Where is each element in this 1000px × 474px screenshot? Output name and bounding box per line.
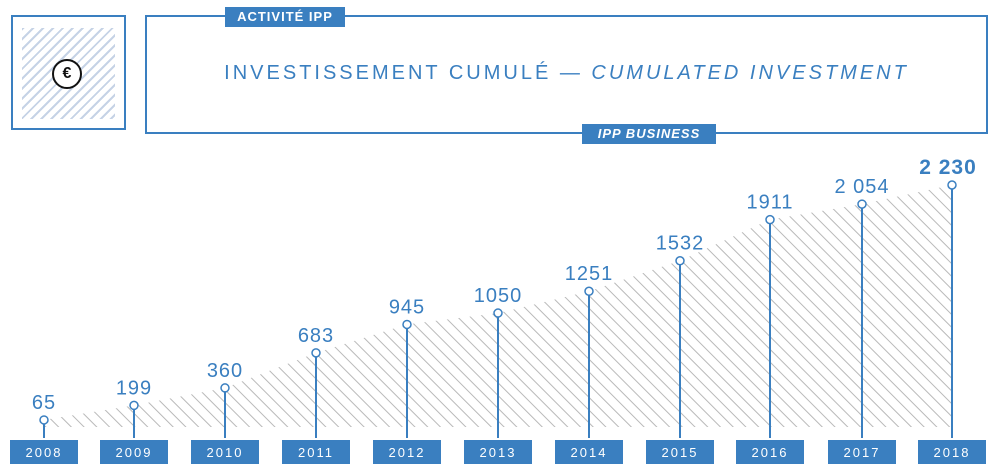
year-label-2013: 2013 — [480, 445, 517, 460]
year-label-box-2009 — [100, 440, 168, 464]
data-point-2010 — [220, 383, 230, 393]
year-label-box-2015 — [646, 440, 714, 464]
data-point-2016 — [765, 214, 775, 225]
cumulative-area — [44, 185, 952, 427]
year-label-box-2018 — [918, 440, 986, 464]
year-label-2014: 2014 — [571, 445, 608, 460]
year-label-2009: 2009 — [116, 445, 153, 460]
year-label-2015: 2015 — [662, 445, 699, 460]
year-label-box-2010 — [191, 440, 259, 464]
data-point-2012 — [402, 319, 412, 330]
value-label-2012: 945 — [389, 296, 425, 318]
title-panel — [145, 15, 988, 134]
year-label-2018: 2018 — [934, 445, 971, 460]
year-label-2016: 2016 — [752, 445, 789, 460]
value-label-2013: 1050 — [474, 285, 523, 307]
euro-icon: € — [52, 59, 82, 89]
year-label-box-2017 — [828, 440, 896, 464]
year-label-2012: 2012 — [389, 445, 426, 460]
data-point-2017 — [857, 199, 867, 209]
activity-tag: ACTIVITÉ IPP — [225, 7, 345, 27]
year-label-box-2013 — [464, 440, 532, 464]
data-point-2009 — [129, 400, 139, 411]
year-label-2011: 2011 — [298, 445, 334, 460]
value-label-2010: 360 — [207, 360, 243, 382]
data-point-2013 — [493, 308, 503, 318]
value-label-2011: 683 — [298, 325, 334, 347]
value-label-2018: 2 230 — [919, 156, 977, 179]
year-label-box-2016 — [736, 440, 804, 464]
title-french: INVESTISSEMENT CUMULÉ — — [224, 62, 592, 84]
value-label-2017: 2 054 — [834, 176, 889, 198]
year-label-2008: 2008 — [26, 445, 63, 460]
business-tag: IPP BUSINESS — [582, 124, 716, 144]
year-label-box-2008 — [10, 440, 78, 464]
data-point-2011 — [311, 348, 321, 358]
value-label-2016: 1911 — [746, 192, 793, 214]
year-label-box-2011 — [282, 440, 350, 464]
value-label-2014: 1251 — [565, 263, 614, 285]
data-point-2015 — [675, 255, 685, 266]
year-label-2017: 2017 — [844, 445, 881, 460]
value-label-2009: 199 — [116, 377, 152, 399]
year-label-2010: 2010 — [207, 445, 244, 460]
value-label-2015: 1532 — [656, 233, 705, 255]
year-label-box-2014 — [555, 440, 623, 464]
data-point-2008 — [39, 415, 49, 425]
icon-panel: € — [11, 15, 126, 130]
title-english: CUMULATED INVESTMENT — [591, 62, 909, 84]
data-point-2014 — [584, 286, 594, 296]
value-label-2008: 65 — [32, 392, 56, 414]
data-point-2018 — [947, 180, 957, 190]
chart-title: INVESTISSEMENT CUMULÉ — CUMULATED INVEST… — [145, 62, 988, 85]
year-label-box-2012 — [373, 440, 441, 464]
